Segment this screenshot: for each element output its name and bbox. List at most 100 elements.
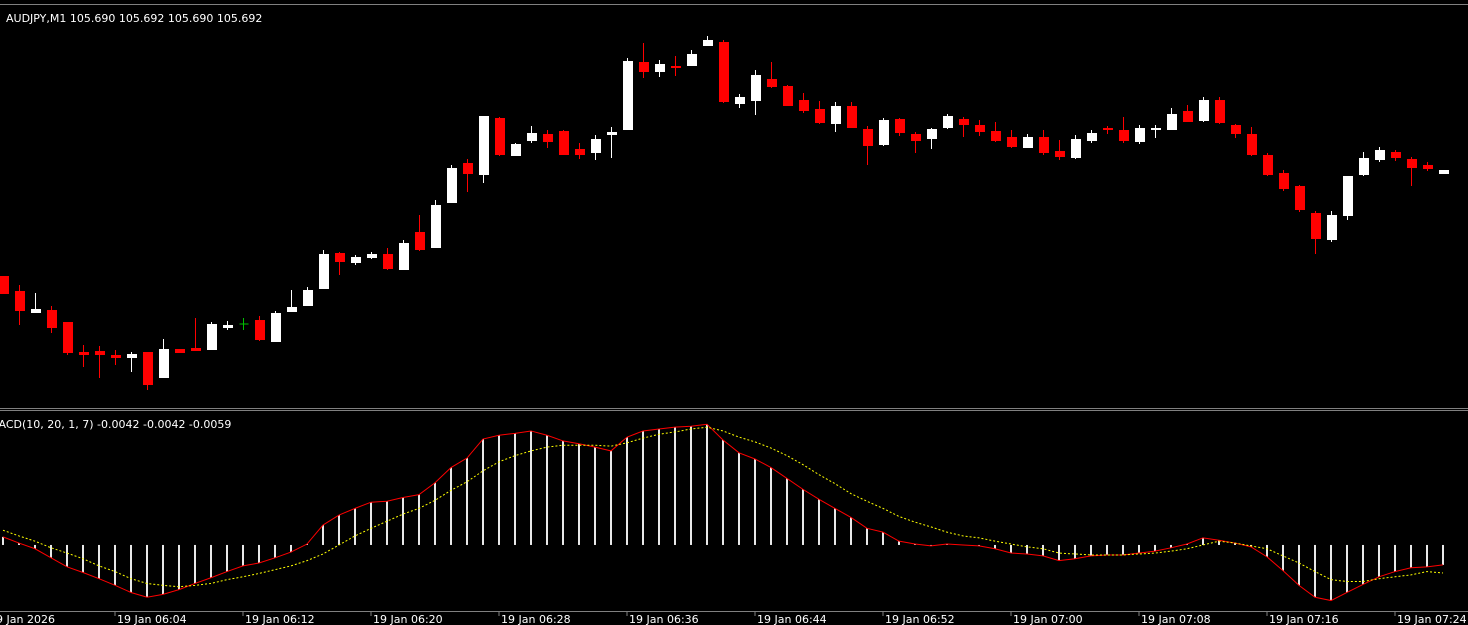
x-tick-label: 19 Jan 06:12 <box>245 613 315 625</box>
x-tick-label: 19 Jan 06:20 <box>373 613 443 625</box>
x-tick-label: 19 Jan 2026 <box>0 613 55 625</box>
x-tick-label: 19 Jan 07:16 <box>1269 613 1339 625</box>
candle-body <box>495 118 505 155</box>
candle-body <box>735 97 745 104</box>
plot <box>0 36 1449 616</box>
candle-body <box>1183 111 1193 122</box>
candle-body <box>1055 151 1065 157</box>
candle-body <box>0 276 9 294</box>
candle-body <box>511 144 521 156</box>
candle-body <box>1279 173 1289 189</box>
candle-body <box>863 129 873 146</box>
candle-body <box>1007 137 1017 147</box>
candle-body <box>47 310 57 328</box>
candle-body <box>943 116 953 128</box>
candle-body <box>1167 114 1177 130</box>
candle-body <box>367 254 377 258</box>
x-tick-label: 19 Jan 06:44 <box>757 613 827 625</box>
candle-body <box>623 61 633 130</box>
candle-body <box>575 149 585 155</box>
x-tick-label: 19 Jan 06:04 <box>117 613 187 625</box>
candle-body <box>1071 139 1081 158</box>
x-tick-label: 19 Jan 07:00 <box>1013 613 1083 625</box>
candle-body <box>1327 215 1337 240</box>
candle-body <box>31 309 41 313</box>
candle-body <box>671 66 681 68</box>
indicator-title: MACD(10, 20, 1, 7) -0.0042 -0.0042 -0.00… <box>0 418 231 431</box>
candle-body <box>975 125 985 132</box>
x-tick-label: 19 Jan 07:08 <box>1141 613 1211 625</box>
macd-line <box>2 423 1444 602</box>
candle-body <box>223 325 233 328</box>
candle-body <box>399 243 409 270</box>
candle-body <box>1311 213 1321 239</box>
candle-body <box>431 205 441 248</box>
candle-body <box>159 349 169 378</box>
candle-body <box>799 100 809 111</box>
candle-body <box>1199 100 1209 121</box>
candle-body <box>95 351 105 355</box>
candle-body <box>911 134 921 141</box>
candle-body <box>527 133 537 141</box>
candle-body <box>1391 152 1401 158</box>
candle-body <box>175 349 185 353</box>
candle-body <box>607 132 617 135</box>
candle-body <box>927 129 937 139</box>
candle-body <box>959 119 969 125</box>
candle-body <box>543 134 553 142</box>
candle-body <box>655 64 665 72</box>
x-tick-label: 19 Jan 06:36 <box>629 613 699 625</box>
candle-body <box>847 106 857 128</box>
candle-body <box>207 324 217 350</box>
candle-body <box>559 131 569 155</box>
candle-body <box>351 257 361 263</box>
candle-body <box>1119 130 1129 141</box>
candle-body <box>1135 128 1145 142</box>
candle-body <box>815 109 825 123</box>
candle-body <box>1375 150 1385 160</box>
x-tick-label: 19 Jan 07:24 <box>1397 613 1467 625</box>
candle-body <box>1087 133 1097 141</box>
candle-body <box>895 119 905 133</box>
price-title: AUDJPY,M1 105.690 105.692 105.690 105.69… <box>6 12 262 25</box>
candle-body <box>191 348 201 351</box>
candle-body <box>1407 159 1417 168</box>
candle-body <box>319 254 329 289</box>
candle-body <box>1023 137 1033 148</box>
candle-body <box>1151 128 1161 130</box>
candle-body <box>1343 176 1353 216</box>
candle-body <box>767 79 777 87</box>
candle-body <box>255 320 265 340</box>
candle-body <box>1231 125 1241 134</box>
candle-body <box>1423 165 1433 169</box>
candle-body <box>287 307 297 312</box>
candle-body <box>1439 170 1449 174</box>
candle-body <box>143 352 153 385</box>
candle-body <box>463 163 473 174</box>
candle-body <box>1295 186 1305 210</box>
candle-body <box>447 168 457 203</box>
candle-body <box>1359 158 1369 175</box>
candle-body <box>479 116 489 175</box>
candle-body <box>591 139 601 153</box>
candle-body <box>703 40 713 46</box>
candle-body <box>687 54 697 66</box>
x-tick-label: 19 Jan 06:52 <box>885 613 955 625</box>
candle-body <box>127 354 137 358</box>
candle-body <box>1247 134 1257 155</box>
x-tick-label: 19 Jan 06:28 <box>501 613 571 625</box>
candle-body <box>335 253 345 262</box>
candle-body <box>111 355 121 358</box>
candle-body <box>991 131 1001 141</box>
candle-body <box>1039 137 1049 153</box>
candle-body <box>879 120 889 145</box>
candle-body <box>415 232 425 250</box>
candle-body <box>1215 100 1225 123</box>
candle-body <box>1263 155 1273 175</box>
candle-body <box>303 290 313 306</box>
candle-body <box>751 75 761 101</box>
candle-body <box>719 42 729 102</box>
candle-body <box>15 291 25 311</box>
